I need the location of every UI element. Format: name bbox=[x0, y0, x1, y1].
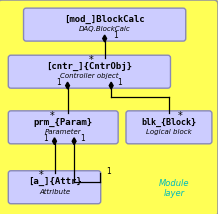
Polygon shape bbox=[103, 35, 107, 42]
Text: 1: 1 bbox=[80, 134, 85, 143]
Text: 1: 1 bbox=[107, 167, 111, 176]
FancyBboxPatch shape bbox=[126, 111, 212, 144]
Text: [mod_]BlockCalc: [mod_]BlockCalc bbox=[64, 15, 145, 24]
Polygon shape bbox=[72, 138, 76, 145]
Text: Parameter: Parameter bbox=[45, 129, 82, 135]
Polygon shape bbox=[66, 82, 70, 89]
Text: DAQ.BlockCalc: DAQ.BlockCalc bbox=[79, 26, 131, 32]
Text: 1: 1 bbox=[118, 78, 122, 87]
Polygon shape bbox=[53, 138, 56, 145]
Text: Module
layer: Module layer bbox=[159, 179, 190, 198]
Text: prm_{Param}: prm_{Param} bbox=[34, 117, 93, 126]
Text: *: * bbox=[50, 111, 55, 120]
FancyBboxPatch shape bbox=[24, 8, 186, 41]
Text: Attribute: Attribute bbox=[39, 189, 70, 195]
Text: 1: 1 bbox=[113, 31, 118, 40]
Text: 1: 1 bbox=[56, 78, 61, 87]
Text: *: * bbox=[177, 111, 182, 120]
Polygon shape bbox=[109, 82, 113, 89]
Text: blk_{Block}: blk_{Block} bbox=[141, 117, 196, 126]
FancyBboxPatch shape bbox=[8, 111, 118, 144]
Text: Controller object: Controller object bbox=[60, 73, 119, 79]
Text: Logical block: Logical block bbox=[146, 129, 192, 135]
FancyBboxPatch shape bbox=[8, 171, 101, 204]
Text: [cntr_]{CntrObj}: [cntr_]{CntrObj} bbox=[46, 62, 132, 71]
FancyBboxPatch shape bbox=[8, 55, 170, 88]
Text: 1: 1 bbox=[43, 134, 48, 143]
Text: [a_]{Attr}: [a_]{Attr} bbox=[28, 177, 81, 186]
Text: *: * bbox=[89, 55, 94, 65]
Text: *: * bbox=[39, 171, 44, 180]
